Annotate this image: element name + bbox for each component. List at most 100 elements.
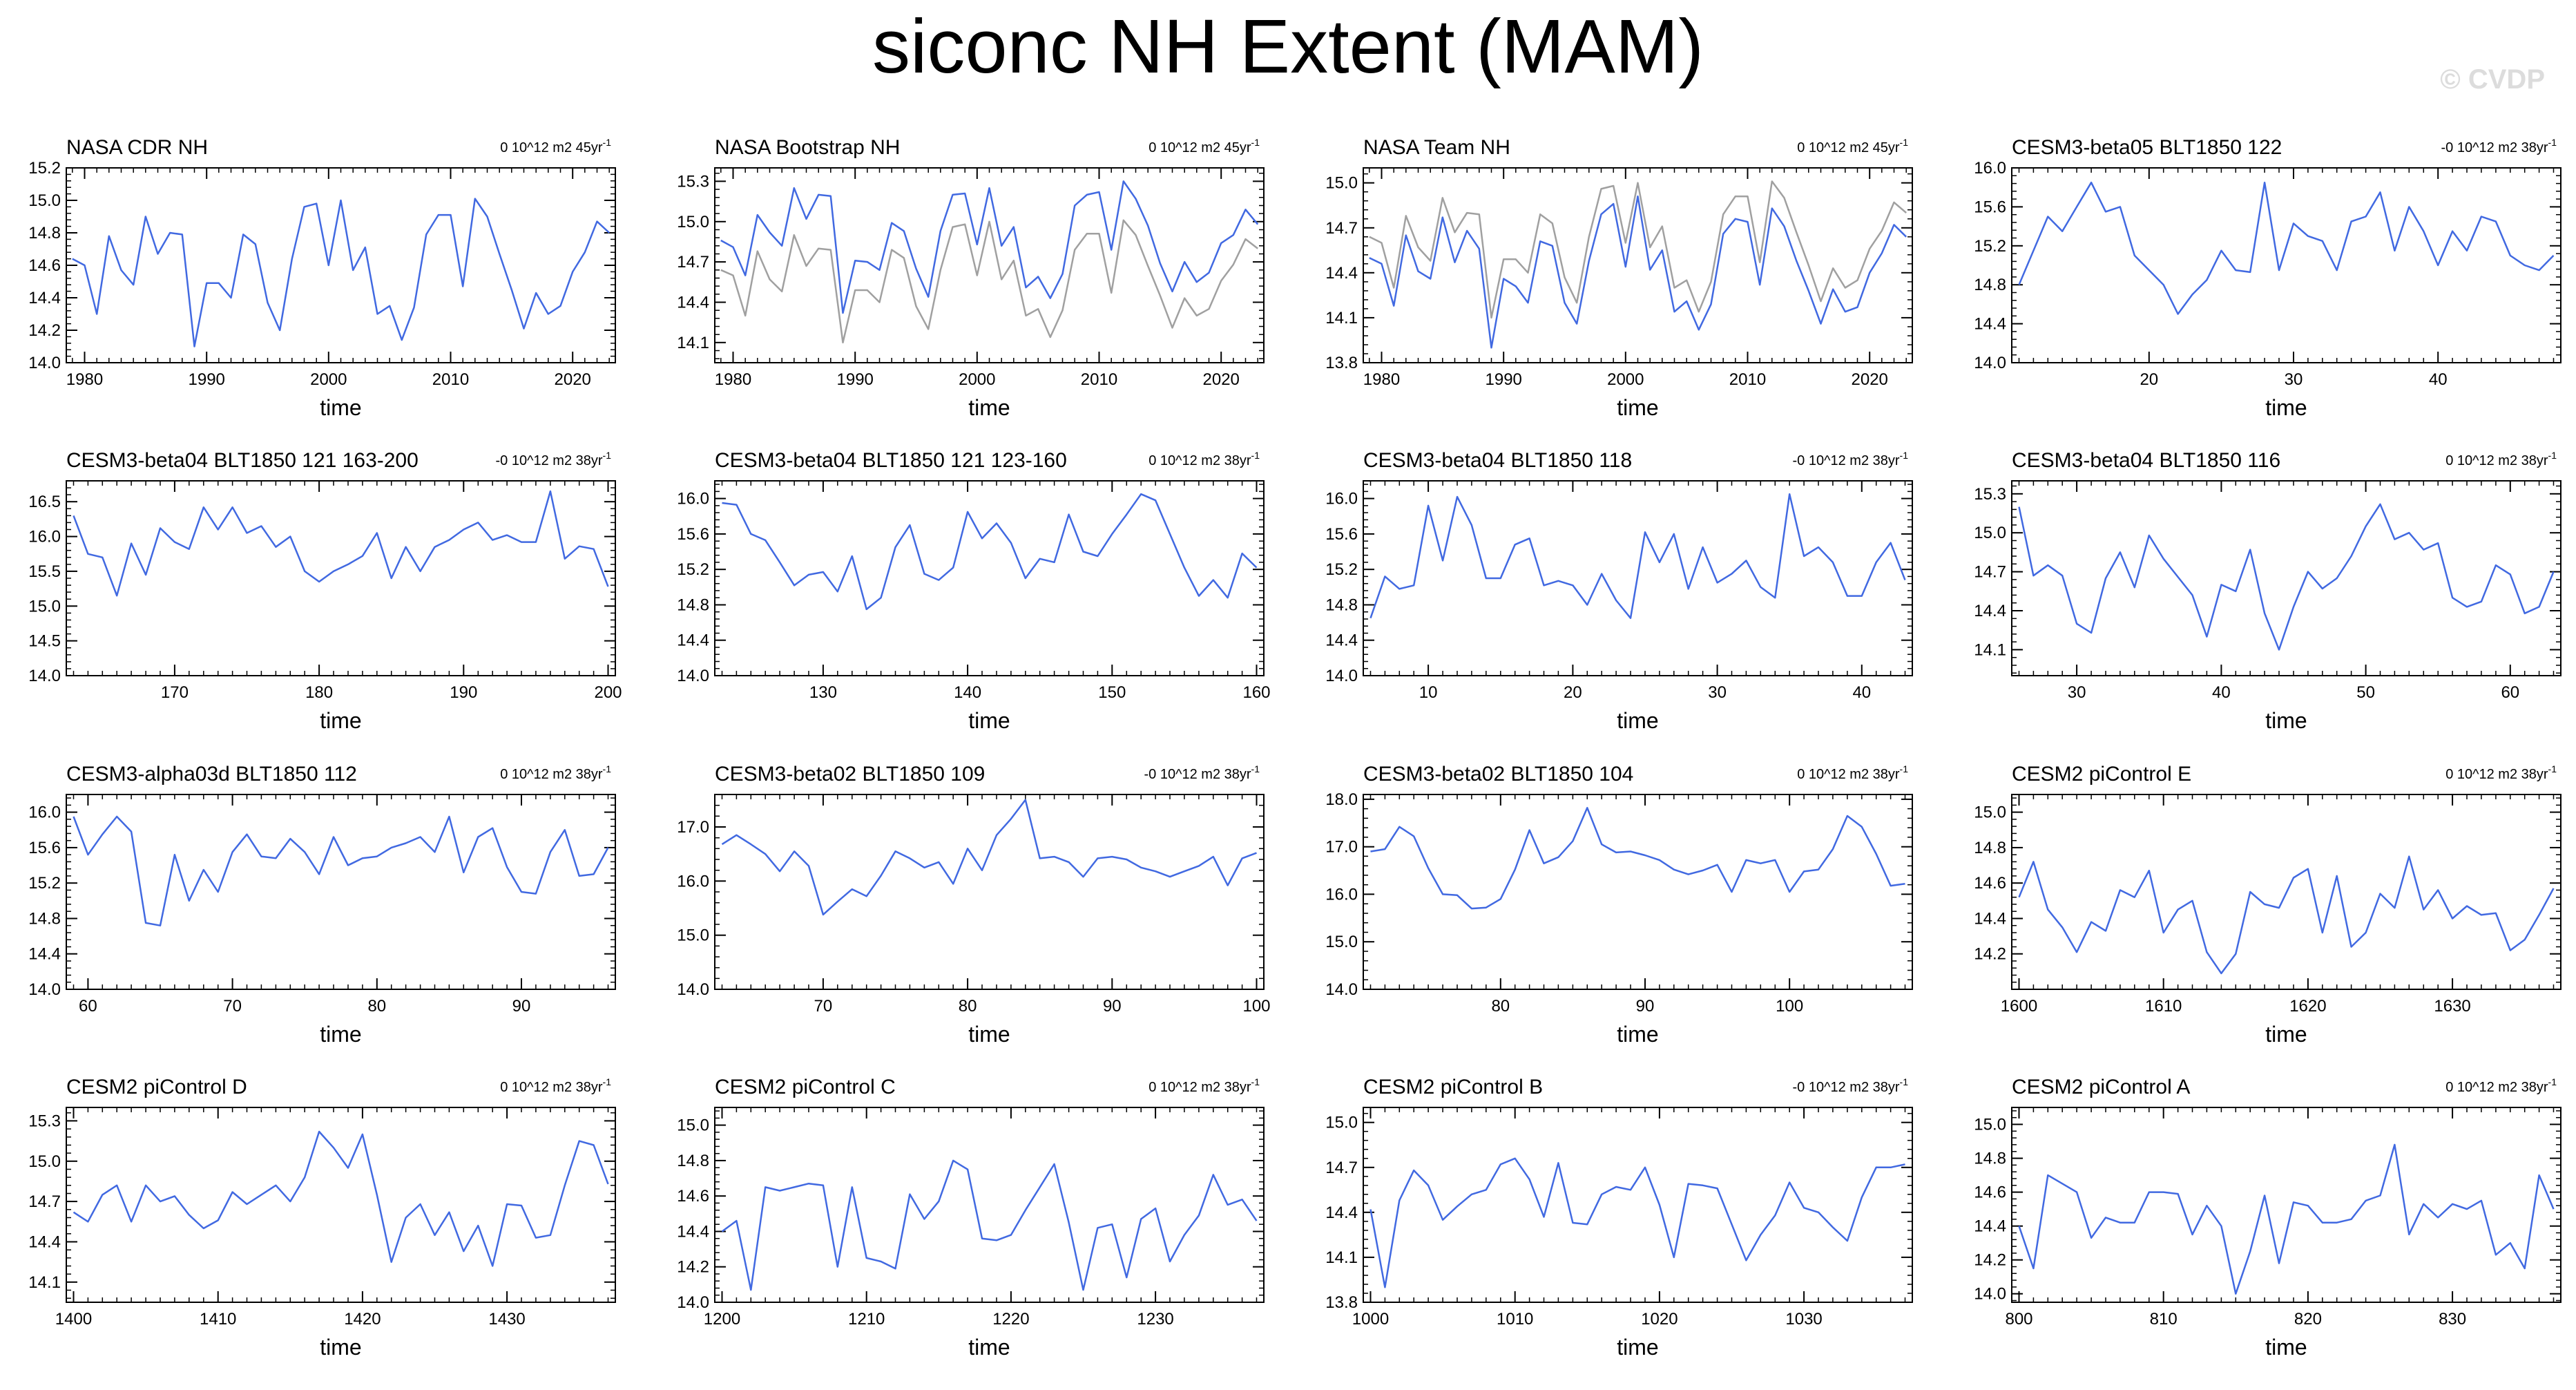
plot-frame [2011, 1107, 2561, 1303]
x-tick-label: 1220 [992, 1310, 1029, 1329]
trend-exponent: -1 [1251, 450, 1260, 461]
x-tick-label: 1980 [715, 370, 751, 389]
y-tick-label: 15.0 [28, 1152, 61, 1171]
x-tick-label: 810 [2150, 1310, 2178, 1329]
y-tick-label: 14.5 [28, 632, 61, 651]
x-axis-label: time [1617, 708, 1658, 733]
y-tick-label: 14.8 [1974, 839, 2006, 857]
y-tick-label: 14.0 [28, 354, 61, 372]
y-tick-label: 15.2 [28, 874, 61, 893]
y-tick-label: 15.0 [1974, 1116, 2006, 1134]
x-axis-label: time [968, 395, 1010, 420]
y-tick-label: 17.0 [677, 818, 709, 837]
panel-title: CESM3-alpha03d BLT1850 112 [66, 763, 357, 786]
x-tick-label: 2010 [1729, 370, 1766, 389]
series-line [1369, 1157, 1905, 1288]
panel: CESM3-beta04 BLT1850 121 123-160 0 10^12 … [677, 449, 1270, 733]
plot-frame [1363, 480, 1913, 676]
x-tick-label: 60 [2501, 683, 2519, 702]
x-tick-label: 1620 [2289, 997, 2326, 1016]
y-tick-label: 14.0 [28, 980, 61, 999]
y-tick-label: 14.7 [28, 1192, 61, 1211]
panel-title: NASA Team NH [1363, 136, 1510, 159]
x-axis-label: time [320, 1022, 361, 1047]
y-tick-label: 15.2 [1974, 237, 2006, 256]
panel-title: CESM3-beta04 BLT1850 121 163-200 [66, 449, 419, 472]
x-tick-label: 2020 [1852, 370, 1888, 389]
x-tick-label: 2000 [1607, 370, 1644, 389]
plot-frame [2011, 794, 2561, 990]
x-tick-label: 2000 [310, 370, 347, 389]
trend-exponent: -1 [603, 450, 612, 461]
x-tick-label: 10 [1419, 683, 1438, 702]
x-tick-label: 1990 [1486, 370, 1522, 389]
y-tick-label: 14.1 [1974, 640, 2006, 659]
x-tick-label: 820 [2294, 1310, 2322, 1329]
x-tick-label: 1030 [1785, 1310, 1822, 1329]
x-tick-label: 140 [954, 683, 981, 702]
x-tick-label: 200 [594, 683, 622, 702]
y-tick-label: 14.4 [1325, 264, 1358, 283]
panel-title: CESM2 piControl E [2012, 763, 2191, 786]
trend-exponent: -1 [603, 137, 612, 148]
panel-title: CESM2 piControl C [715, 1076, 896, 1098]
y-tick-label: 15.0 [1325, 1114, 1358, 1132]
x-tick-label: 60 [79, 997, 97, 1016]
y-tick-label: 15.6 [1974, 198, 2006, 216]
panel: CESM2 piControl C 0 10^12 m2 38yr-1 1200 12… [677, 1076, 1265, 1360]
x-tick-label: 70 [814, 997, 833, 1016]
x-tick-label: 180 [305, 683, 333, 702]
y-tick-label: 14.4 [1974, 910, 2006, 929]
trend-label: -0 10^12 m2 38yr-1 [1793, 450, 1909, 468]
y-tick-label: 14.4 [28, 1233, 61, 1252]
x-tick-label: 80 [1491, 997, 1510, 1016]
series-line [73, 815, 609, 926]
trend-label: 0 10^12 m2 38yr-1 [1148, 450, 1260, 468]
series-line [2018, 181, 2555, 315]
y-tick-label: 14.7 [677, 253, 709, 272]
x-tick-label: 800 [2005, 1310, 2032, 1329]
y-tick-label: 14.4 [677, 1223, 709, 1241]
x-tick-label: 1000 [1352, 1310, 1389, 1329]
trend-label: -0 10^12 m2 38yr-1 [1144, 763, 1260, 782]
panel: CESM2 piControl E 0 10^12 m2 38yr-1 1600 16… [1974, 763, 2561, 1047]
x-axis-label: time [968, 1335, 1010, 1360]
panel: CESM3-beta02 BLT1850 109 -0 10^12 m2 38yr… [677, 763, 1270, 1047]
x-tick-label: 80 [959, 997, 977, 1016]
x-tick-label: 160 [1242, 683, 1270, 702]
panel-title: CESM3-beta02 BLT1850 109 [715, 763, 985, 786]
plot-frame [714, 1107, 1265, 1303]
y-tick-label: 15.0 [677, 213, 709, 231]
y-tick-label: 14.8 [1974, 1150, 2006, 1168]
x-tick-label: 2020 [555, 370, 591, 389]
plot-frame [66, 1107, 616, 1303]
y-tick-label: 14.4 [677, 294, 709, 312]
y-tick-label: 14.8 [1325, 596, 1358, 615]
x-tick-label: 40 [1852, 683, 1871, 702]
plot-frame [714, 794, 1265, 990]
y-tick-label: 14.0 [1974, 354, 2006, 372]
series-line [73, 1130, 609, 1267]
x-axis-label: time [320, 395, 361, 420]
x-axis-label: time [2265, 708, 2307, 733]
x-tick-label: 100 [1242, 997, 1270, 1016]
trend-exponent: -1 [1251, 763, 1260, 774]
y-tick-label: 15.2 [1325, 560, 1358, 579]
y-tick-label: 14.4 [1325, 631, 1358, 650]
y-tick-label: 14.0 [1325, 667, 1358, 685]
y-tick-label: 15.0 [28, 597, 61, 616]
x-axis-label: time [320, 708, 361, 733]
trend-exponent: -1 [2548, 763, 2557, 774]
panel-title: CESM3-beta04 BLT1850 121 123-160 [715, 449, 1067, 472]
series-line [1369, 493, 1906, 619]
y-tick-label: 14.4 [1974, 602, 2006, 620]
x-tick-label: 40 [2429, 370, 2448, 389]
y-tick-label: 14.0 [677, 1293, 709, 1312]
panel-title: CESM3-beta04 BLT1850 116 [2012, 449, 2280, 472]
series-line [1369, 180, 1907, 319]
x-tick-label: 830 [2439, 1310, 2466, 1329]
y-tick-label: 14.8 [28, 910, 61, 929]
trend-label: -0 10^12 m2 38yr-1 [496, 450, 612, 468]
y-tick-label: 13.8 [1325, 1293, 1358, 1312]
